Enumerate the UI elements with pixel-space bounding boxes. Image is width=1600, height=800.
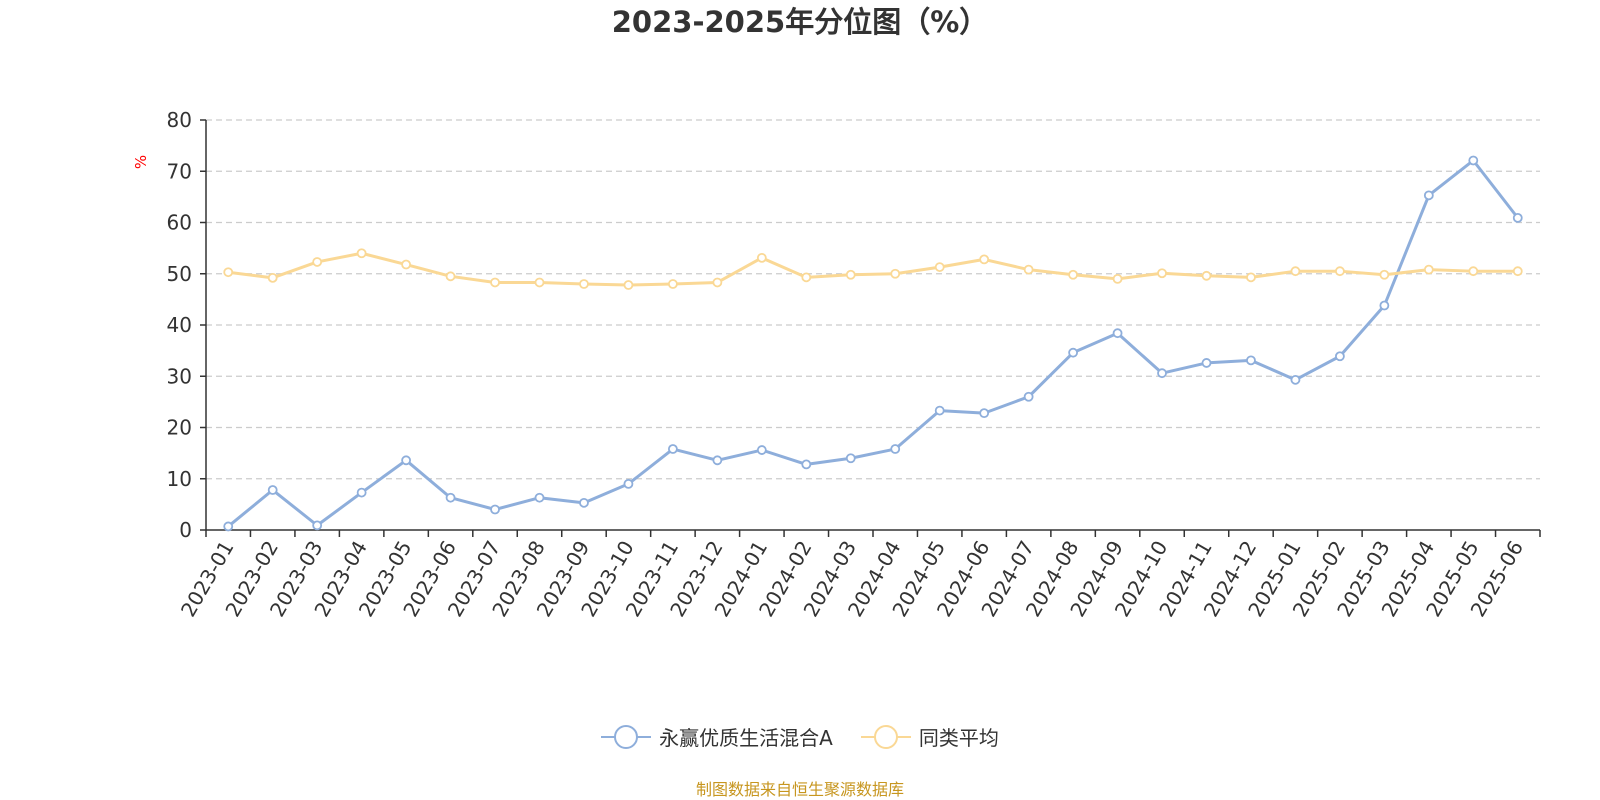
data-point[interactable] bbox=[1512, 212, 1523, 223]
data-point[interactable] bbox=[1201, 270, 1212, 281]
legend-item-series-2[interactable]: 同类平均 bbox=[860, 722, 999, 751]
data-point[interactable] bbox=[668, 444, 678, 454]
y-tick-label: 80 bbox=[167, 108, 192, 132]
legend-label-series-2: 同类平均 bbox=[918, 726, 999, 750]
data-point[interactable] bbox=[356, 487, 367, 498]
y-tick-label: 10 bbox=[167, 467, 192, 491]
series-line bbox=[227, 158, 1519, 528]
data-point[interactable] bbox=[223, 267, 234, 278]
data-point[interactable] bbox=[934, 405, 945, 416]
data-point[interactable] bbox=[890, 268, 901, 279]
data-point[interactable] bbox=[1379, 269, 1390, 280]
y-tick-label: 50 bbox=[167, 262, 192, 286]
y-tick-labels: 0 10 20 30 40 50 60 70 80 bbox=[167, 108, 192, 542]
legend: 永赢优质生活混合A 同类平均 bbox=[0, 722, 1600, 751]
data-point[interactable] bbox=[1290, 266, 1301, 277]
y-tick-label: 60 bbox=[167, 211, 192, 235]
data-point[interactable] bbox=[801, 459, 812, 470]
chart-title: 2023-2025年分位图（%） bbox=[611, 5, 989, 39]
data-point[interactable] bbox=[756, 445, 767, 455]
data-point[interactable] bbox=[1246, 355, 1256, 366]
data-point[interactable] bbox=[845, 453, 856, 464]
data-point[interactable] bbox=[312, 257, 323, 267]
data-point[interactable] bbox=[1512, 266, 1523, 277]
data-point[interactable] bbox=[712, 277, 723, 288]
legend-label-series-1: 永赢优质生活混合A bbox=[659, 726, 833, 750]
data-point[interactable] bbox=[1157, 268, 1167, 279]
data-point[interactable] bbox=[267, 272, 278, 283]
data-point[interactable] bbox=[401, 455, 412, 466]
data-point[interactable] bbox=[979, 254, 990, 265]
data-point[interactable] bbox=[1157, 368, 1167, 379]
source-note: 制图数据来自恒生聚源数据库 bbox=[695, 780, 904, 799]
y-tick-label: 30 bbox=[167, 364, 192, 388]
data-point[interactable] bbox=[445, 271, 456, 282]
data-point[interactable] bbox=[356, 248, 367, 259]
data-point[interactable] bbox=[312, 520, 323, 531]
data-point[interactable] bbox=[1379, 300, 1390, 311]
data-point[interactable] bbox=[1023, 391, 1034, 402]
axes bbox=[200, 119, 1541, 537]
y-axis-unit-label: % bbox=[132, 155, 150, 169]
y-tick-label: 40 bbox=[167, 313, 192, 337]
data-point[interactable] bbox=[401, 259, 412, 270]
series-line bbox=[228, 251, 1518, 287]
data-point[interactable] bbox=[1112, 328, 1123, 339]
legend-marker-series-2 bbox=[860, 724, 911, 749]
data-point[interactable] bbox=[845, 269, 856, 280]
data-point[interactable] bbox=[756, 252, 767, 263]
data-point[interactable] bbox=[1423, 264, 1434, 275]
data-point[interactable] bbox=[934, 262, 945, 272]
legend-marker-series-1 bbox=[601, 724, 652, 749]
data-point[interactable] bbox=[1468, 155, 1479, 166]
data-point[interactable] bbox=[445, 492, 456, 503]
data-point[interactable] bbox=[579, 497, 589, 508]
data-point[interactable] bbox=[1068, 347, 1078, 358]
data-point[interactable] bbox=[801, 272, 812, 283]
data-point[interactable] bbox=[490, 277, 500, 288]
y-tick-label: 20 bbox=[167, 416, 192, 440]
series-1 bbox=[223, 155, 1523, 532]
data-point[interactable] bbox=[579, 279, 589, 289]
data-point[interactable] bbox=[534, 492, 545, 503]
data-point[interactable] bbox=[668, 279, 678, 289]
data-point[interactable] bbox=[534, 277, 545, 288]
data-point[interactable] bbox=[979, 408, 990, 419]
data-point[interactable] bbox=[1246, 272, 1256, 283]
data-point[interactable] bbox=[1423, 190, 1434, 201]
series-2 bbox=[223, 248, 1523, 290]
data-point[interactable] bbox=[1335, 266, 1345, 277]
data-point[interactable] bbox=[623, 280, 634, 290]
grid-lines bbox=[206, 119, 1540, 480]
data-point[interactable] bbox=[623, 478, 634, 489]
data-point[interactable] bbox=[1335, 351, 1345, 362]
data-point[interactable] bbox=[1201, 358, 1212, 368]
data-point[interactable] bbox=[1468, 266, 1479, 277]
data-point[interactable] bbox=[490, 504, 500, 515]
data-point[interactable] bbox=[223, 521, 234, 532]
data-point[interactable] bbox=[267, 485, 278, 495]
data-point[interactable] bbox=[1112, 273, 1123, 284]
data-point[interactable] bbox=[1068, 269, 1078, 280]
y-tick-label: 70 bbox=[167, 159, 192, 183]
series-lines bbox=[223, 155, 1523, 532]
data-point[interactable] bbox=[1023, 264, 1034, 275]
data-point[interactable] bbox=[890, 444, 901, 454]
x-tick-labels: 2023-012023-022023-032023-042023-052023-… bbox=[176, 536, 1528, 620]
y-tick-label: 0 bbox=[179, 518, 192, 542]
legend-item-series-1[interactable]: 永赢优质生活混合A bbox=[601, 722, 833, 751]
data-point[interactable] bbox=[1290, 374, 1301, 385]
data-point[interactable] bbox=[712, 455, 723, 466]
